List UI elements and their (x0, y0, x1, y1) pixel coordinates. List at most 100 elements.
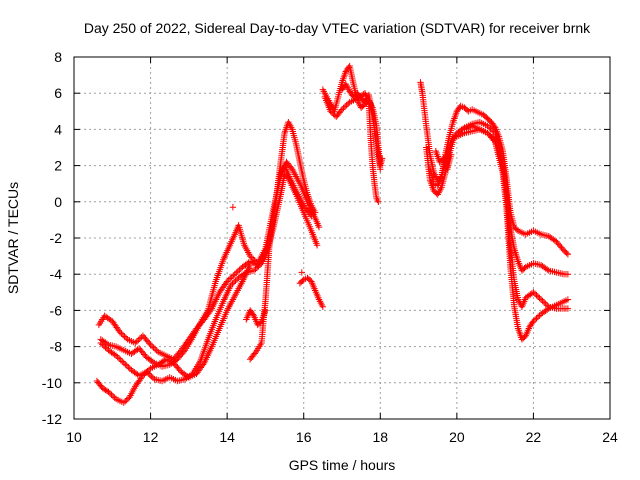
data-point (564, 271, 572, 278)
data-point (341, 103, 349, 110)
data-point (145, 366, 153, 373)
data-point (108, 391, 115, 398)
data-point (117, 356, 124, 364)
data-point (229, 204, 237, 211)
data-point (530, 289, 537, 296)
data-point (230, 278, 238, 286)
data-point (119, 331, 127, 339)
data-point (122, 334, 130, 342)
data-point (250, 267, 258, 274)
data-point (490, 128, 497, 135)
data-point (253, 264, 261, 271)
data-point (539, 297, 546, 305)
data-point (232, 277, 239, 284)
data-point (531, 316, 539, 324)
data-point (111, 394, 118, 401)
data-point (121, 333, 128, 340)
data-point (544, 306, 551, 313)
y-tick-label: 8 (54, 49, 62, 65)
x-tick-label: 24 (602, 429, 618, 445)
data-point (120, 359, 127, 367)
y-axis-label: SDTVAR / TECUs (5, 182, 21, 294)
series-track-7 (296, 274, 327, 310)
data-point (246, 261, 254, 269)
data-point (229, 280, 236, 287)
data-point (319, 303, 327, 310)
data-point (377, 166, 384, 173)
data-point (340, 104, 347, 112)
data-point (105, 388, 112, 396)
data-point (255, 263, 262, 270)
data-point (199, 361, 207, 368)
data-point (246, 252, 254, 260)
chart-title: Day 250 of 2022, Sidereal Day-to-day VTE… (84, 20, 591, 36)
data-point (122, 398, 129, 405)
data-point (115, 355, 123, 362)
data-point (223, 278, 231, 285)
data-point (287, 164, 295, 171)
data-point (116, 328, 124, 336)
data-point (233, 269, 240, 276)
series-track-1 (95, 118, 319, 363)
data-point (146, 371, 154, 379)
data-point (227, 275, 234, 282)
data-point (327, 108, 334, 115)
data-point (344, 100, 352, 107)
plot-frame (73, 56, 611, 420)
data-point (563, 249, 570, 257)
data-point (564, 296, 572, 303)
data-point (542, 300, 549, 308)
data-point (298, 269, 305, 276)
data-point (142, 369, 150, 376)
data-point (534, 293, 542, 300)
data-point (338, 106, 346, 113)
data-point (252, 265, 259, 273)
data-point (118, 330, 125, 337)
data-point (234, 268, 242, 275)
data-point (337, 107, 345, 115)
data-point (540, 299, 548, 306)
y-tick-labels: -12 -10 -8 -6 -4 -2 0 2 4 6 8 (42, 49, 62, 427)
x-tick-label: 14 (219, 429, 235, 445)
data-point (149, 358, 157, 366)
x-tick-label: 18 (372, 429, 388, 445)
data-point (106, 390, 114, 397)
series-track-6 (243, 307, 269, 329)
data-point (313, 242, 321, 249)
data-point (149, 374, 157, 381)
data-point (343, 101, 350, 109)
data-point (490, 137, 498, 144)
data-point (251, 257, 258, 264)
data-point (144, 368, 151, 375)
data-point (249, 255, 257, 263)
data-point (534, 313, 542, 321)
series-track-4 (93, 261, 254, 406)
data-point (328, 109, 336, 116)
data-point (487, 125, 494, 132)
data-point (180, 348, 187, 355)
data-point (375, 198, 382, 205)
x-tick-label: 10 (66, 429, 82, 445)
data-point (536, 294, 543, 302)
data-point (150, 344, 157, 351)
data-point (148, 343, 156, 350)
data-point (225, 276, 232, 284)
data-point (99, 341, 106, 348)
y-tick-label: -12 (42, 411, 62, 427)
x-tick-label: 20 (449, 429, 465, 445)
series-track-13 (417, 79, 572, 258)
data-point (228, 273, 235, 281)
data-point (146, 340, 153, 347)
x-tick-label: 16 (296, 429, 312, 445)
series-track-9 (298, 269, 305, 276)
x-tick-labels: 10 12 14 16 18 20 22 24 (66, 429, 618, 445)
data-point (133, 338, 140, 345)
data-point (109, 392, 117, 400)
data-point (485, 124, 493, 131)
data-series (93, 62, 572, 406)
series-track-10 (319, 62, 386, 169)
data-point (251, 350, 258, 357)
data-point (135, 336, 142, 344)
y-tick-label: 2 (54, 158, 62, 174)
